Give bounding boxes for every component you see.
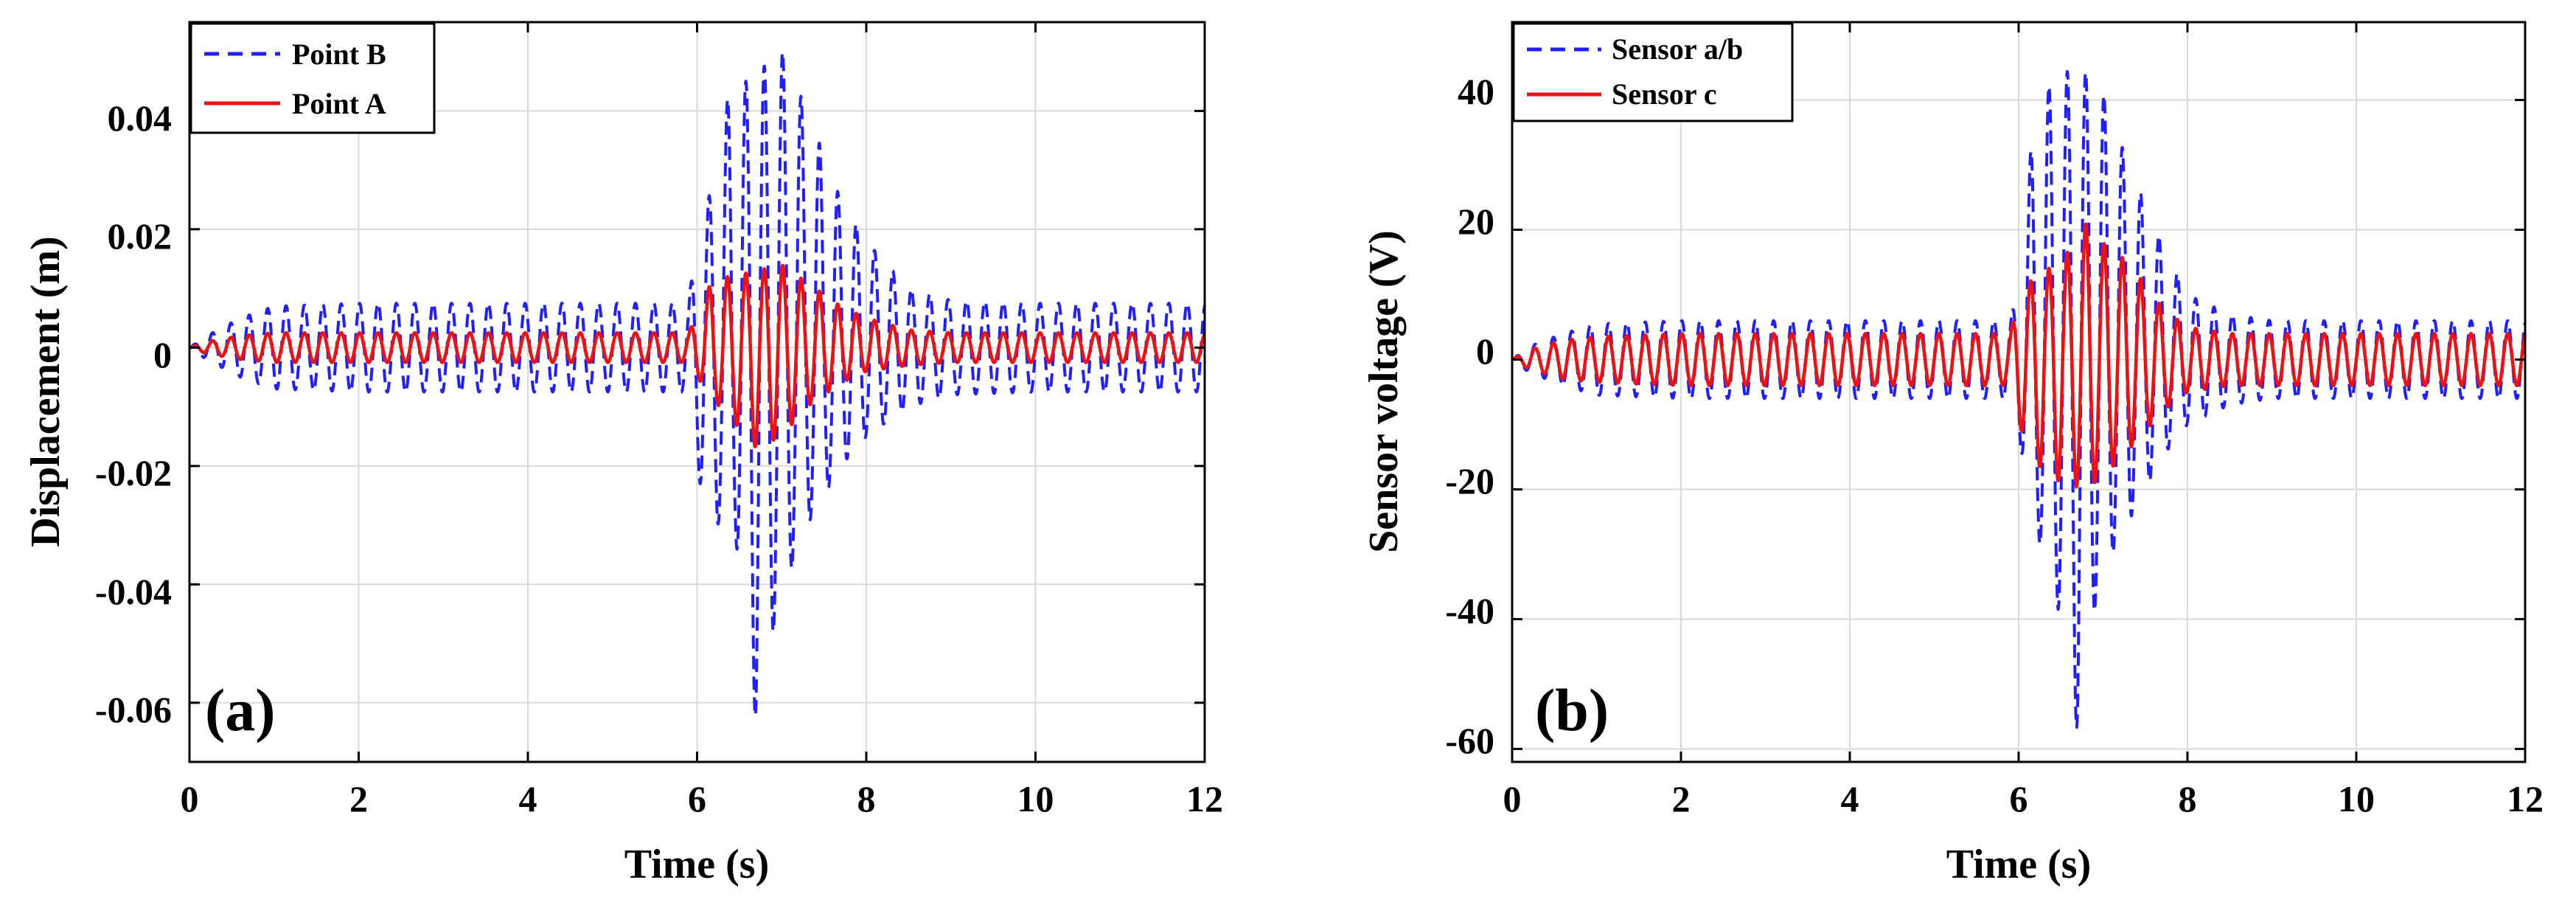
xtick-label: 8: [2179, 778, 2197, 819]
ticks-a: [188, 22, 1206, 762]
legend-box: [189, 22, 436, 134]
y-axis-label: Displacement (m): [23, 236, 69, 547]
xtick-label: 2: [349, 778, 368, 819]
xtick-label: 6: [2010, 778, 2028, 819]
ytick-label: -0.06: [95, 689, 172, 730]
series-container-b: [1511, 70, 2527, 729]
ytick-label: -0.02: [95, 452, 172, 493]
xtick-label: 12: [1186, 778, 1223, 819]
series-line-point-a: [188, 263, 1206, 448]
xtick-label: 0: [181, 778, 199, 819]
ytick-label: 40: [1458, 71, 1494, 112]
ytick-label: -40: [1445, 590, 1494, 631]
panel-label-b: (b): [1535, 676, 1609, 743]
ytick-label: -0.04: [95, 571, 172, 612]
ytick-label: 0.02: [108, 215, 173, 257]
xtick-label: 10: [1017, 778, 1054, 819]
ytick-label: 0: [1476, 330, 1494, 372]
ticks-b: [1511, 22, 2527, 762]
xtick-label: 2: [1672, 778, 1691, 819]
ytick-label: -20: [1445, 460, 1494, 502]
ytick-label: 20: [1458, 201, 1494, 242]
xtick-label: 12: [2507, 778, 2544, 819]
ytick-label: -60: [1445, 720, 1494, 761]
xtick-label: 4: [1841, 778, 1859, 819]
xtick-label: 10: [2338, 778, 2375, 819]
x-axis-label: Time (s): [624, 842, 770, 887]
ytick-label: 0: [153, 334, 172, 375]
series-line-sensor-c: [1511, 222, 2527, 489]
legend-label: Sensor a/b: [1612, 32, 1743, 66]
xtick-label: 4: [519, 778, 537, 819]
xtick-label: 6: [688, 778, 706, 819]
legend-a: Point B Point A: [189, 22, 436, 134]
y-axis-label: Sensor voltage (V): [1361, 230, 1407, 553]
grid-a: [189, 22, 1205, 762]
chart-panel-a: 0 2 4 6 8 10 12 -0.06 -0.04 -0.02 0 0.02…: [23, 21, 1223, 887]
legend-label: Sensor c: [1612, 77, 1717, 111]
legend-label: Point B: [292, 38, 386, 71]
series-container-a: [188, 51, 1206, 718]
grid-b: [1512, 22, 2525, 762]
legend-label: Point A: [292, 87, 386, 120]
xtick-label: 8: [857, 778, 876, 819]
legend-b: Sensor a/b Sensor c: [1512, 22, 1794, 122]
chart-panel-b: 0 2 4 6 8 10 12 -60 -40 -20 0 20 40 Time…: [1361, 21, 2544, 887]
panel-label-a: (a): [205, 676, 276, 743]
ytick-label: 0.04: [108, 97, 173, 139]
xtick-label: 0: [1503, 778, 1522, 819]
legend-box: [1512, 22, 1794, 122]
x-axis-label: Time (s): [1946, 842, 2092, 887]
